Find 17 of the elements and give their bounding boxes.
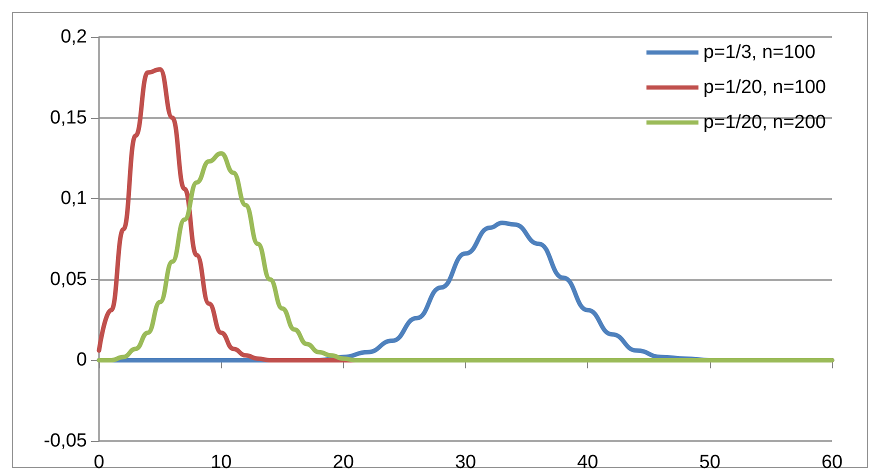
x-tick-label: 0 bbox=[94, 452, 104, 472]
legend-label: p=1/3, n=100 bbox=[703, 42, 816, 63]
y-tick-label: 0,15 bbox=[50, 107, 87, 128]
x-tick-label: 20 bbox=[332, 452, 354, 472]
x-tick-label: 60 bbox=[821, 452, 843, 472]
y-tick-label: 0 bbox=[76, 350, 87, 371]
legend-label: p=1/20, n=100 bbox=[703, 77, 826, 98]
x-tick-label: 40 bbox=[577, 452, 598, 472]
y-tick-label: 0,2 bbox=[60, 26, 87, 48]
y-tick-label: -0,05 bbox=[44, 430, 87, 452]
legend-label: p=1/20, n=200 bbox=[703, 112, 826, 133]
line-series bbox=[96, 151, 834, 362]
x-tick-label: 10 bbox=[210, 452, 232, 472]
y-tick-label: 0,05 bbox=[50, 268, 87, 290]
x-tick-label: 50 bbox=[699, 452, 720, 472]
x-tick-label: 30 bbox=[454, 452, 476, 472]
y-tick-label: 0,1 bbox=[60, 188, 87, 210]
